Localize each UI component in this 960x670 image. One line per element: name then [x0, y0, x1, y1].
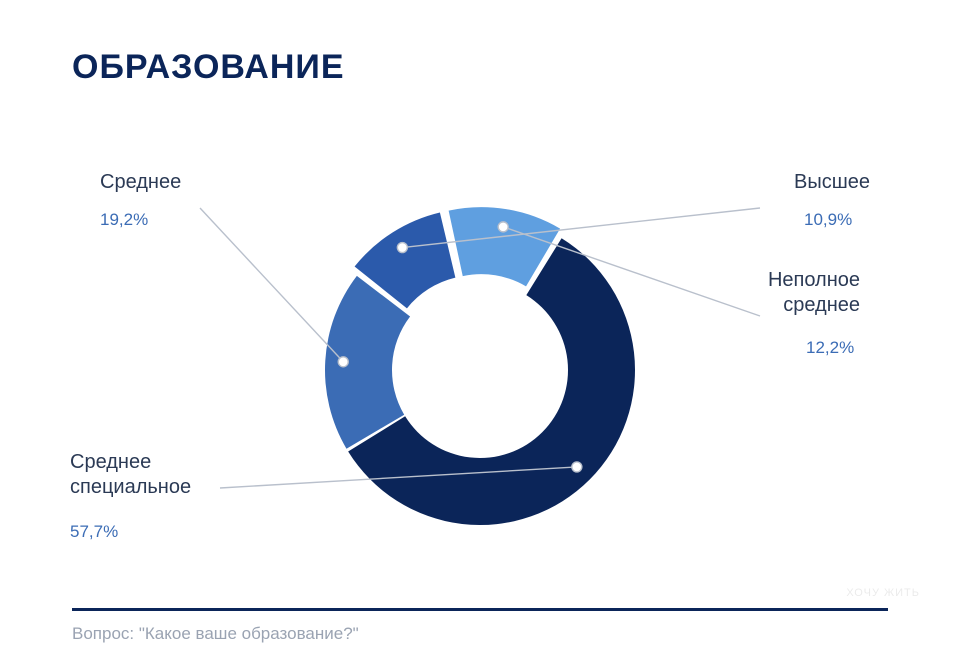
- footer-question: Вопрос: "Какое ваше образование?": [72, 624, 359, 644]
- leader-dot-secondary_vocational: [572, 462, 582, 472]
- leader-dot-higher: [397, 243, 407, 253]
- footer-rule: [72, 608, 888, 611]
- leader-dot-incomplete_secondary: [498, 222, 508, 232]
- segment-label-secondary_vocational: Среднееспециальное: [70, 450, 191, 500]
- segment-label-secondary: Среднее: [100, 170, 181, 195]
- segment-pct-secondary_vocational: 57,7%: [70, 522, 118, 542]
- segment-pct-higher: 10,9%: [804, 210, 852, 230]
- leader-dot-secondary: [338, 357, 348, 367]
- watermark: ХОЧУ ЖИТЬ: [846, 587, 920, 600]
- page: ОБРАЗОВАНИЕ Высшее10,9%Неполноесреднее12…: [0, 0, 960, 670]
- leader-line-secondary: [200, 208, 343, 362]
- segment-label-incomplete_secondary: Неполноесреднее: [740, 268, 860, 318]
- donut-chart: [0, 0, 960, 670]
- segment-pct-secondary: 19,2%: [100, 210, 148, 230]
- segment-label-higher: Высшее: [750, 170, 870, 195]
- segment-pct-incomplete_secondary: 12,2%: [806, 338, 854, 358]
